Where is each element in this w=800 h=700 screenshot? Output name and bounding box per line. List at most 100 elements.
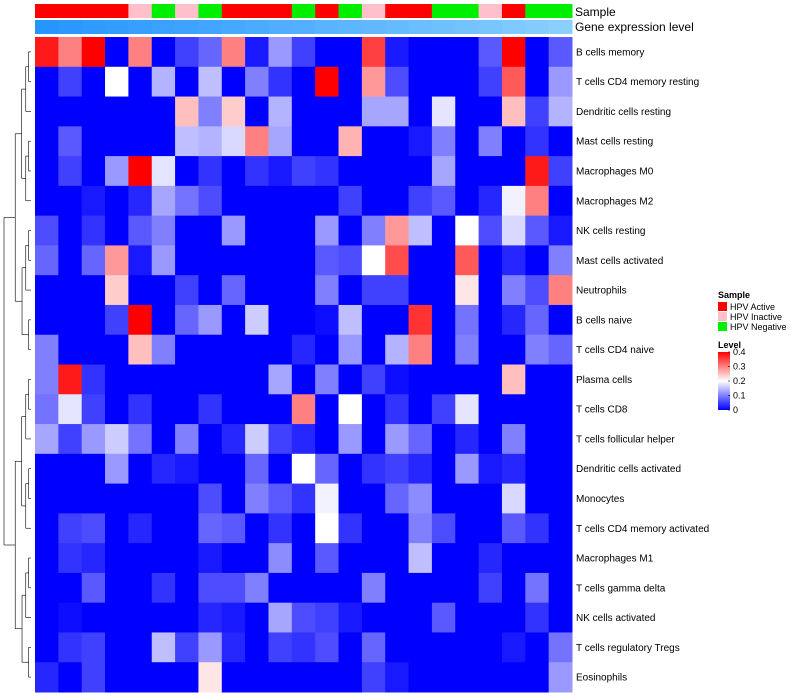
heatmap-cell <box>478 453 503 485</box>
heatmap-cell <box>81 126 106 157</box>
heatmap-cell <box>525 37 550 68</box>
heatmap-cell <box>58 394 83 425</box>
heatmap-cell <box>361 453 386 485</box>
heatmap-cell <box>455 453 480 485</box>
heatmap-cell <box>385 245 410 276</box>
heatmap-cell <box>385 364 410 395</box>
heatmap-cell <box>361 245 386 276</box>
heatmap-cell <box>525 453 550 485</box>
row-labels: B cells memory T cells CD4 memory resting… <box>576 47 709 683</box>
sample-annotation-cell <box>431 4 456 18</box>
heatmap-cell <box>455 394 480 425</box>
sample-annotation-cell <box>105 4 129 18</box>
heatmap-cell <box>501 364 526 395</box>
heatmap-cell <box>501 513 526 544</box>
heatmap-cell <box>478 96 503 127</box>
heatmap-cell <box>501 334 526 365</box>
heatmap-cell <box>408 66 433 98</box>
heatmap-cell <box>525 364 550 395</box>
heatmap-cell <box>245 215 269 246</box>
heatmap-cell <box>268 602 293 633</box>
heatmap-cell <box>128 156 153 187</box>
heatmap-cell <box>128 632 153 663</box>
heatmap-cell <box>291 126 316 157</box>
heatmap-cell <box>338 96 363 127</box>
heatmap-cell <box>268 215 293 246</box>
heatmap-cell <box>385 37 410 68</box>
heatmap-cell <box>105 185 129 217</box>
sample-annotation-cell <box>361 4 386 18</box>
heatmap-cell <box>128 364 153 395</box>
heatmap-cell <box>338 185 363 217</box>
heatmap-cell <box>291 66 316 98</box>
gene-expression-annotation-cell <box>385 20 410 34</box>
heatmap-cell <box>128 483 153 514</box>
heatmap-cell <box>291 453 316 485</box>
heatmap-cell <box>548 126 573 157</box>
heatmap-cell <box>291 215 316 246</box>
heatmap-cell <box>455 364 480 395</box>
gene-expression-annotation-cell <box>315 20 340 34</box>
heatmap-cell <box>151 364 176 395</box>
heatmap-cell <box>501 156 526 187</box>
row-label: Eosinophils <box>576 673 627 684</box>
heatmap-cell <box>291 632 316 663</box>
heatmap-cell <box>501 483 526 514</box>
sample-legend-swatch <box>718 302 727 311</box>
heatmap-cell <box>525 424 550 455</box>
gene-expression-annotation-cell <box>455 20 480 34</box>
heatmap-cell <box>128 394 153 425</box>
heatmap-cell <box>431 364 456 395</box>
heatmap-cell <box>291 483 316 514</box>
heatmap-cell <box>35 37 59 68</box>
heatmap-cell <box>105 513 129 544</box>
heatmap-cell <box>525 126 550 157</box>
heatmap-cell <box>198 602 223 633</box>
heatmap-cell <box>105 275 129 306</box>
heatmap-cell <box>291 334 316 365</box>
heatmap-cell <box>361 394 386 425</box>
heatmap-cell <box>151 662 176 693</box>
heatmap-cell <box>338 66 363 98</box>
heatmap-cell <box>198 215 223 246</box>
heatmap-cell <box>501 185 526 217</box>
heatmap-cell <box>478 66 503 98</box>
heatmap-cell <box>408 572 433 604</box>
heatmap-cells <box>35 37 573 693</box>
heatmap-cell <box>268 66 293 98</box>
heatmap-cell <box>81 304 106 336</box>
level-colorbar <box>718 352 730 410</box>
heatmap-cell <box>525 275 550 306</box>
heatmap-cell <box>478 245 503 276</box>
heatmap-cell <box>221 453 246 485</box>
heatmap-cell <box>35 483 59 514</box>
heatmap-cell <box>478 543 503 574</box>
heatmap-cell <box>338 424 363 455</box>
heatmap-cell <box>175 632 199 663</box>
heatmap-cell <box>175 424 199 455</box>
heatmap-cell <box>198 304 223 336</box>
heatmap-cell <box>455 483 480 514</box>
sample-annotation-cell <box>268 4 293 18</box>
heatmap-cell <box>361 66 386 98</box>
heatmap-cell <box>221 275 246 306</box>
heatmap-cell <box>315 156 340 187</box>
heatmap-cell <box>35 304 59 336</box>
heatmap-cell <box>58 543 83 574</box>
heatmap-cell <box>548 394 573 425</box>
heatmap-cell <box>128 275 153 306</box>
heatmap-cell <box>431 66 456 98</box>
heatmap-cell <box>385 275 410 306</box>
heatmap-cell <box>151 632 176 663</box>
heatmap-cell <box>361 662 386 693</box>
heatmap-cell <box>128 572 153 604</box>
heatmap-cell <box>291 96 316 127</box>
gene-expression-annotation-cell <box>245 20 269 34</box>
heatmap-cell <box>268 126 293 157</box>
heatmap-cell <box>35 572 59 604</box>
heatmap-cell <box>245 483 269 514</box>
heatmap-cell <box>385 572 410 604</box>
heatmap-cell <box>35 275 59 306</box>
heatmap-cell <box>385 394 410 425</box>
heatmap-cell <box>151 394 176 425</box>
